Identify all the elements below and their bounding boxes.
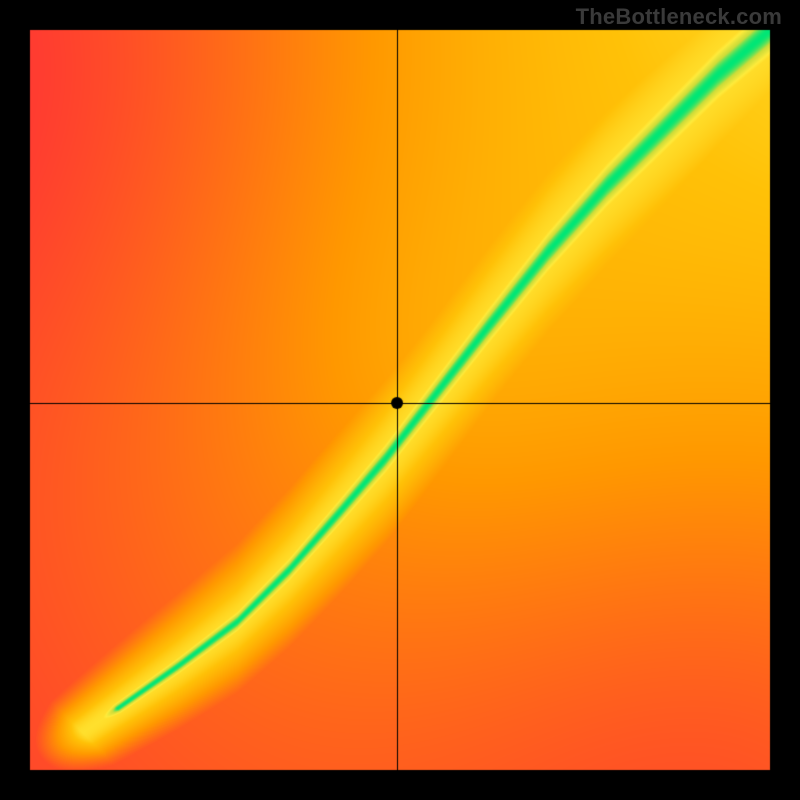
- heatmap-canvas: [0, 0, 800, 800]
- chart-container: TheBottleneck.com: [0, 0, 800, 800]
- watermark-text: TheBottleneck.com: [576, 4, 782, 30]
